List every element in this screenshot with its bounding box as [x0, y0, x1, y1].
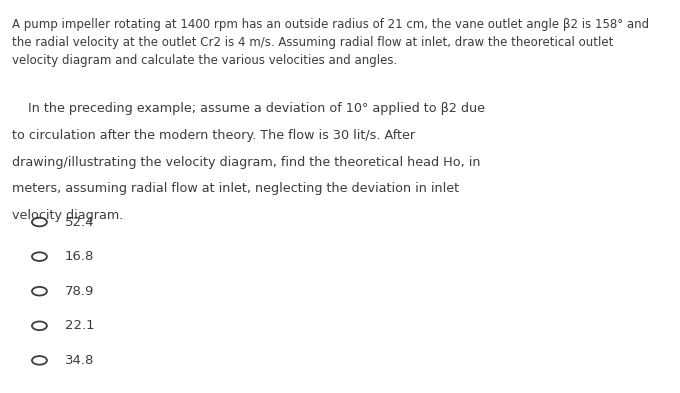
Text: A pump impeller rotating at 1400 rpm has an outside radius of 21 cm, the vane ou: A pump impeller rotating at 1400 rpm has… — [12, 18, 649, 67]
Text: 52.4: 52.4 — [65, 215, 94, 229]
Text: velocity diagram.: velocity diagram. — [12, 209, 124, 222]
Text: meters, assuming radial flow at inlet, neglecting the deviation in inlet: meters, assuming radial flow at inlet, n… — [12, 182, 460, 195]
Text: 16.8: 16.8 — [65, 250, 94, 263]
Text: 34.8: 34.8 — [65, 354, 94, 367]
Text: In the preceding example; assume a deviation of 10° applied to β2 due: In the preceding example; assume a devia… — [12, 102, 486, 115]
Text: to circulation after the modern theory. The flow is 30 lit/s. After: to circulation after the modern theory. … — [12, 129, 415, 142]
Text: 22.1: 22.1 — [65, 319, 95, 332]
Text: drawing/illustrating the velocity diagram, find the theoretical head Ho, in: drawing/illustrating the velocity diagra… — [12, 156, 481, 169]
Text: 78.9: 78.9 — [65, 285, 94, 298]
